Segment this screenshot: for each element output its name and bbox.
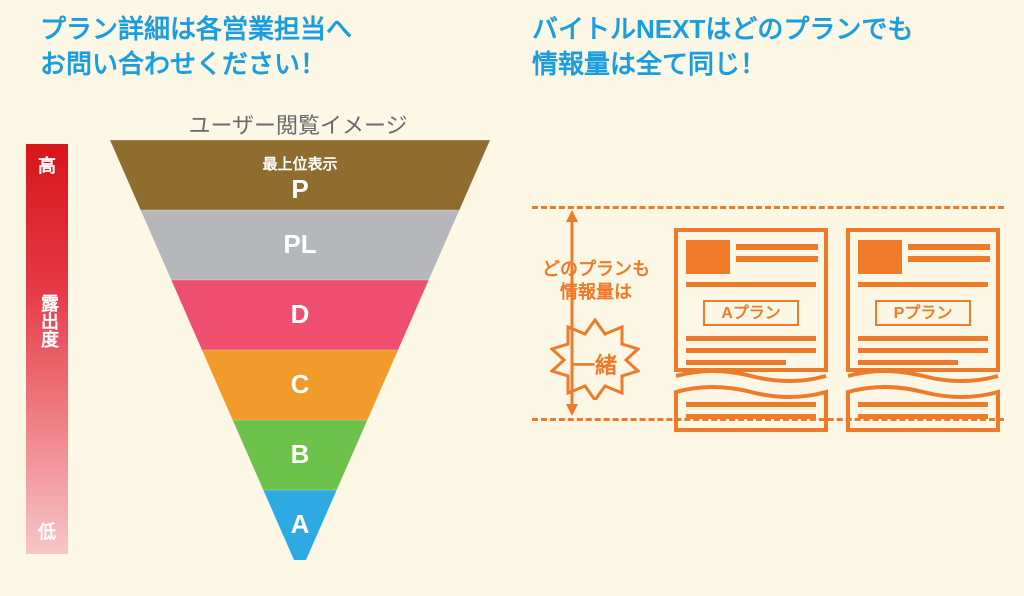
heading-right: バイトルNEXTはどのプランでも情報量は全て同じ！ (532, 12, 913, 82)
doc-a-label: Aプラン (703, 300, 799, 326)
funnel-title: ユーザー閲覧イメージ (128, 108, 468, 140)
doc-b-label: Pプラン (875, 300, 971, 326)
exposure-low-label: 低 (26, 518, 68, 544)
burst-badge: 一緒 (550, 318, 640, 400)
exposure-axis: 高 露出度 低 (26, 144, 68, 554)
info-caption: どのプランも情報量は (526, 258, 666, 303)
dashed-line-top (532, 206, 1004, 209)
doc-a: Aプラン (672, 226, 830, 434)
funnel-chart: 最上位表示PPLDCBA (100, 140, 500, 560)
info-compare: どのプランも情報量は 一緒 Aプラン Pプラン (532, 206, 1004, 436)
doc-b: Pプラン (844, 226, 1002, 434)
exposure-gradient (26, 144, 68, 554)
heading-left: プラン詳細は各営業担当へお問い合わせください！ (40, 12, 352, 82)
funnel-svg (100, 140, 500, 560)
exposure-high-label: 高 (26, 152, 68, 178)
exposure-axis-label: 露出度 (36, 294, 62, 348)
burst-text: 一緒 (550, 348, 640, 380)
doc-b-svg (844, 226, 1002, 434)
doc-a-svg (672, 226, 830, 434)
